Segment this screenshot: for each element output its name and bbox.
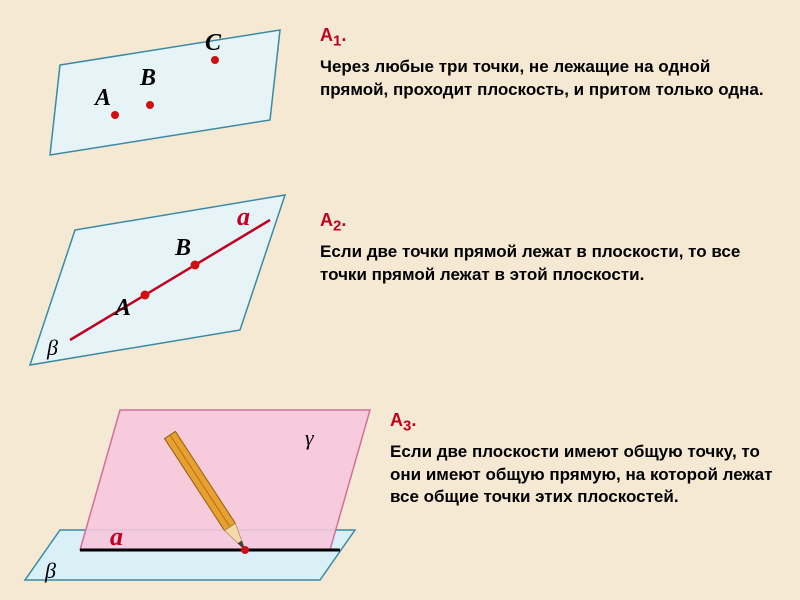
plane-1 (50, 30, 280, 155)
axiom1-label: А1. (320, 25, 346, 45)
axiom2-label: А2. (320, 210, 346, 230)
beta-label: β (46, 335, 58, 360)
axiom2-text: Если две точки прямой лежат в плоскости,… (320, 241, 770, 287)
axiom2-diagram: A B a β (25, 185, 305, 380)
axiom3-label: А3. (390, 410, 416, 430)
line-a-label: a (237, 202, 250, 231)
svg-text:B: B (139, 65, 156, 91)
axiom1-diagram: A B C (40, 10, 300, 170)
gamma-label: γ (305, 425, 315, 450)
beta-label-3: β (44, 558, 56, 583)
line-label-a3: a (110, 522, 123, 551)
axiom3-diagram: a β γ (50, 390, 390, 600)
svg-text:C: C (205, 30, 222, 56)
svg-text:A: A (113, 295, 131, 321)
axiom3-text: Если две плоскости имеют общую точку, то… (390, 441, 785, 510)
svg-text:A: A (93, 85, 111, 111)
svg-text:B: B (174, 235, 191, 261)
axiom1-text: Через любые три точки, не лежащие на одн… (320, 56, 770, 102)
intersect-dot (241, 546, 249, 554)
